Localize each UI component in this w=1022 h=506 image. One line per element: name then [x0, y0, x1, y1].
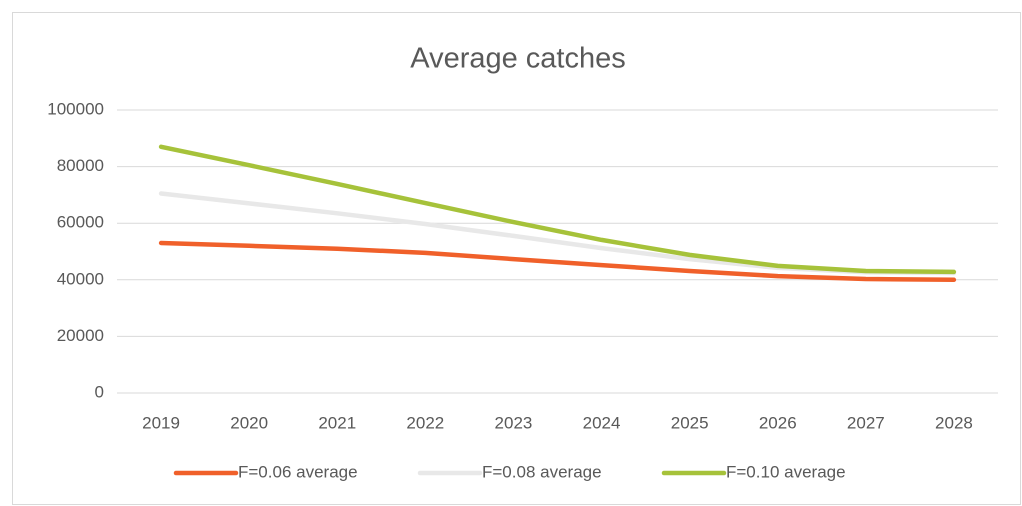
chart-title: Average catches	[410, 43, 626, 75]
x-tick-label: 2023	[495, 413, 533, 432]
y-tick-label: 60000	[57, 213, 104, 232]
x-tick-label: 2025	[671, 413, 709, 432]
legend-label: F=0.08 average	[482, 462, 602, 481]
y-tick-label: 0	[95, 382, 104, 401]
x-tick-label: 2020	[230, 413, 268, 432]
x-tick-label: 2026	[759, 413, 797, 432]
y-tick-label: 100000	[47, 99, 104, 118]
series-line	[158, 240, 957, 283]
x-tick-label: 2028	[935, 413, 973, 432]
x-tick-label: 2024	[583, 413, 621, 432]
x-tick-label: 2021	[318, 413, 356, 432]
series-line	[158, 144, 957, 275]
y-tick-label: 40000	[57, 269, 104, 288]
legend-label: F=0.10 average	[726, 462, 846, 481]
x-tick-label: 2022	[406, 413, 444, 432]
y-tick-label: 80000	[57, 156, 104, 175]
x-tick-label: 2019	[142, 413, 180, 432]
legend-label: F=0.06 average	[238, 462, 358, 481]
x-tick-label: 2027	[847, 413, 885, 432]
y-tick-label: 20000	[57, 326, 104, 345]
